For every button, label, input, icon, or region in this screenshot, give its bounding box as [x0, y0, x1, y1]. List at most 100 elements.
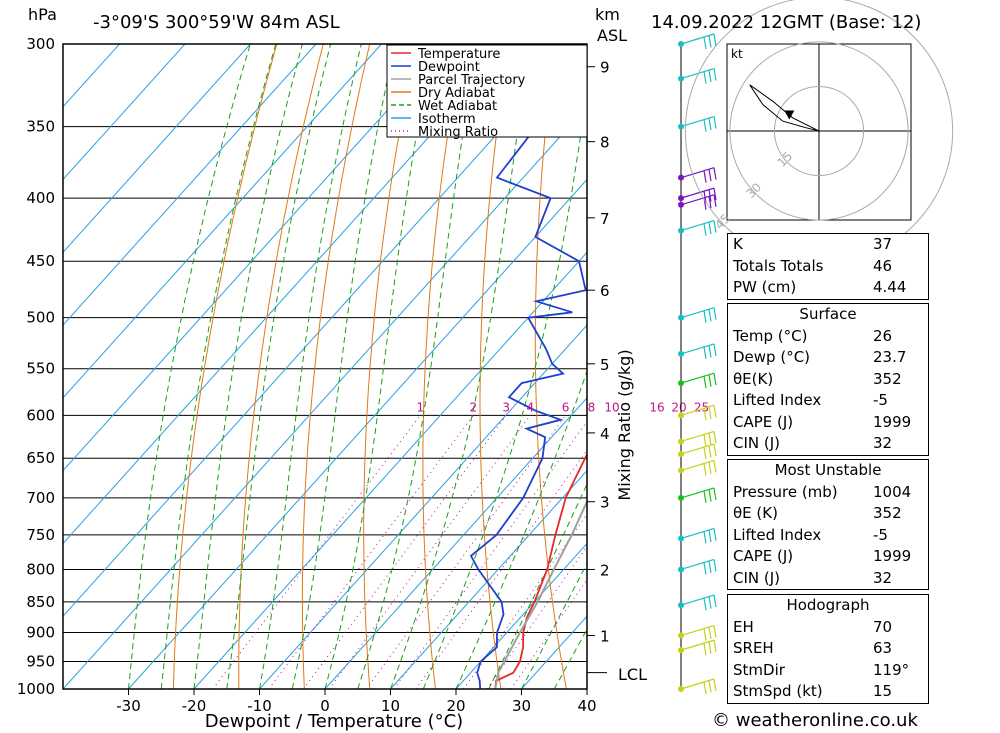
wet-adiabat-line: [422, 88, 587, 689]
km-tick-label: 3: [600, 494, 610, 512]
wind-barb-feather: [703, 490, 707, 504]
wind-barb-feather: [708, 529, 712, 543]
plot-frame: [62, 43, 588, 690]
wet-adiabat-line: [488, 482, 587, 689]
pressure-tick-label: 650: [26, 449, 55, 467]
km-tick-label: 1: [600, 628, 610, 646]
mixing-ratio-line: [303, 415, 507, 689]
x-tick-label: -30: [116, 697, 141, 715]
mixing-ratio-label: 16: [649, 400, 664, 414]
isotherm-line: [455, 542, 587, 689]
mixing-ratio-label: 3: [502, 400, 510, 414]
wind-barb-feather: [708, 641, 712, 654]
copyright-footer: © weatheronline.co.uk: [712, 710, 918, 731]
index-row-k: K 37: [733, 235, 893, 253]
surface-row: Lifted Index -5: [733, 391, 888, 409]
wind-barb-feather: [713, 487, 717, 501]
wind-barb-feather: [708, 117, 712, 131]
most-unstable-title: Most Unstable: [774, 461, 882, 479]
wind-barb-feather: [703, 446, 707, 460]
wind-barb-feather: [708, 406, 712, 419]
legend-label: Temperature: [417, 47, 500, 62]
legend-label: Parcel Trajectory: [418, 73, 526, 88]
temperature-line: [494, 452, 587, 689]
hodograph-ring: [729, 41, 909, 221]
wind-barb-feather: [703, 346, 707, 360]
pressure-tick-label: 300: [26, 35, 55, 53]
wind-barb-feather: [713, 678, 717, 692]
mixing-ratio-label: 8: [588, 400, 596, 414]
wind-barb-feather: [703, 643, 707, 656]
mixing-ratio-line: [268, 415, 474, 689]
wind-barb-feather: [703, 408, 707, 421]
wet-adiabat-line: [160, 44, 277, 689]
wind-barb-feather: [713, 443, 717, 457]
wind-barb-feather: [708, 445, 712, 458]
most-unstable-row: CIN (J) 32: [733, 568, 893, 587]
x-tick-label: 30: [512, 697, 531, 715]
surface-row: CAPE (J) 1999: [733, 412, 912, 431]
x-tick-label: 0: [320, 697, 330, 715]
legend-label: Isotherm: [418, 112, 476, 127]
pressure-tick-label: 850: [26, 593, 55, 611]
mixing-ratio-label: 20: [671, 400, 686, 414]
wind-barb-feather: [713, 528, 717, 541]
km-tick-label: 9: [600, 59, 610, 77]
mixing-ratio-line: [463, 513, 587, 689]
wet-adiabat-line: [521, 562, 587, 689]
dry-adiabat-line: [301, 44, 371, 689]
isotherm-line: [63, 44, 252, 254]
dewpoint-line: [469, 78, 587, 689]
axes: 3003504004505005506006507007508008509009…: [17, 35, 709, 715]
dry-adiabat-line: [589, 7, 632, 689]
wind-barb-feather: [708, 345, 712, 358]
wind-barb-feather: [713, 116, 717, 129]
hodograph-row: SREH 63: [733, 639, 893, 657]
wind-barb-feather: [713, 640, 717, 653]
legend-label: Dewpoint: [418, 60, 480, 75]
pressure-tick-label: 400: [26, 189, 55, 207]
wind-barb-feather: [713, 167, 717, 180]
lcl-label: LCL: [618, 665, 647, 684]
km-tick-label: 7: [600, 210, 610, 228]
mixing-ratio-line: [415, 449, 587, 689]
wind-barb-feather: [708, 374, 712, 387]
mixing-ratio-label: 6: [562, 400, 570, 414]
isotherm-line: [128, 178, 587, 689]
hodograph-table: Hodograph EH 70 SREH 63 StmDir 119° StmSpd …: [727, 594, 929, 704]
km-tick-label: 6: [600, 282, 610, 300]
wind-barb-feather: [703, 170, 707, 183]
hodograph-title: Hodograph: [786, 596, 870, 614]
pressure-tick-label: 900: [26, 624, 55, 642]
legend-label: Wet Adiabat: [418, 99, 497, 114]
wet-adiabat-line: [455, 369, 587, 689]
wet-adiabat-line: [226, 44, 332, 689]
parcel-line: [494, 499, 587, 689]
wind-barb-feather: [703, 531, 707, 544]
dry-adiabat-line: [238, 44, 324, 689]
wind-barb-feather: [708, 596, 712, 609]
wind-barb-feather: [713, 188, 717, 201]
most-unstable-row: Pressure (mb) 1004: [733, 482, 912, 501]
wet-adiabat-line: [357, 44, 479, 689]
wind-barb-feather: [708, 489, 712, 502]
wind-barb-feather: [703, 376, 707, 389]
wind-barb-feather: [708, 309, 712, 322]
hodograph-ring: [773, 85, 865, 177]
sounding-series: [469, 78, 587, 689]
surface-row: Dewp (°C) 23.7: [733, 348, 907, 366]
wind-barb-feather: [713, 373, 717, 386]
mixing-ratio-label: 1: [416, 400, 424, 414]
location-title: -3°09'S 300°59'W 84m ASL: [93, 12, 340, 33]
x-tick-label: 20: [446, 697, 465, 715]
pressure-tick-label: 450: [26, 252, 55, 270]
km-tick-label: 2: [600, 561, 610, 579]
x-tick-label: 40: [577, 697, 596, 715]
pressure-unit-label: hPa: [28, 5, 57, 24]
wind-barbs: [678, 33, 717, 695]
isotherm-line: [259, 324, 587, 689]
dry-adiabat-line: [363, 44, 417, 689]
